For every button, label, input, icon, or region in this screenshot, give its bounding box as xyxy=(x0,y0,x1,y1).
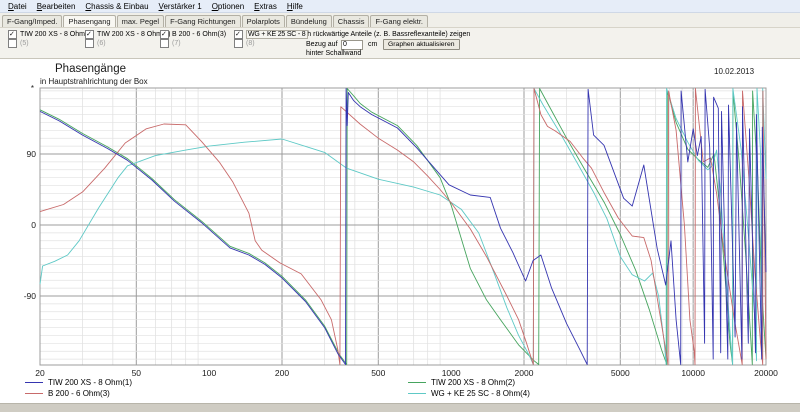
control-panel: auch rückwärtige Anteile (z. B. Bassrefl… xyxy=(0,28,800,59)
chart-title: Phasengänge xyxy=(55,63,126,75)
x-axis-tick-label: 500 xyxy=(371,368,385,378)
chassis-checkbox-group: B 200 - 6 Ohm(3) (7) xyxy=(160,30,226,48)
chassis-checkbox-label: B 200 - 6 Ohm(3) xyxy=(172,31,227,38)
legend-label: WG + KE 25 SC - 8 Ohm(4) xyxy=(431,389,530,398)
menu-item[interactable]: Bearbeiten xyxy=(36,1,76,11)
chassis-checkbox-label: WG + KE 25 SC - 8 Oh xyxy=(246,30,308,39)
y-axis-tick-label: 0 xyxy=(31,220,36,230)
legend-line-swatch xyxy=(25,393,43,394)
x-axis-tick-label: 20 xyxy=(35,368,45,378)
chassis-checkbox[interactable]: TIW 200 XS - 8 Ohm(1) xyxy=(8,30,94,39)
chassis-checkbox[interactable]: TIW 200 XS - 8 Ohm(2) xyxy=(85,30,171,39)
update-graphs-button[interactable]: Graphen aktualisieren xyxy=(383,39,460,50)
x-axis-tick-label: 50 xyxy=(132,368,142,378)
chassis-checkbox-label: TIW 200 XS - 8 Ohm(2) xyxy=(97,31,171,38)
menu-item[interactable]: Chassis & Einbau xyxy=(85,1,149,11)
tab-b-ndelung[interactable]: Bündelung xyxy=(285,15,332,27)
menu-item[interactable]: Datei xyxy=(8,1,27,11)
checkbox-checked-icon[interactable] xyxy=(160,30,169,39)
chassis-checkbox-disabled[interactable]: (7) xyxy=(160,39,226,48)
checkbox-checked-icon[interactable] xyxy=(85,30,94,39)
y-axis-tick-label: 90 xyxy=(27,149,37,159)
x-axis-tick-label: 200 xyxy=(275,368,289,378)
legend-entry: TIW 200 XS - 8 Ohm(1) xyxy=(25,377,132,388)
chart-area: Phasengänge in Hauptstrahlrichtung der B… xyxy=(0,59,800,403)
tab-f-gang-imped-[interactable]: F-Gang/Imped. xyxy=(2,15,63,27)
tab-phasengang[interactable]: Phasengang xyxy=(63,15,116,27)
tab-max-pegel[interactable]: max. Pegel xyxy=(116,15,165,27)
series-b-200-6-ohm-3- xyxy=(39,88,767,365)
legend-label: TIW 200 XS - 8 Ohm(2) xyxy=(431,378,516,387)
phase-plot: 20 50 100 200 500 1000 2000 5000 10000 20000 90 0 -9… xyxy=(24,84,778,378)
menu-item[interactable]: Extras xyxy=(254,1,277,11)
x-axis-tick-label: 20000 xyxy=(754,368,778,378)
chassis-checkbox-group: WG + KE 25 SC - 8 Oh(8) xyxy=(234,30,308,48)
cm-unit-label: cm xyxy=(368,41,378,48)
rear-parts-option-label: auch rückwärtige Anteile (z. B. Bassrefl… xyxy=(296,31,471,38)
x-axis-tick-label: 2000 xyxy=(515,368,534,378)
chassis-checkbox-disabled[interactable]: (5) xyxy=(8,39,94,48)
legend-line-swatch xyxy=(408,393,426,394)
checkbox-unchecked-icon[interactable] xyxy=(160,39,169,48)
x-axis-tick-label: 1000 xyxy=(442,368,461,378)
checkbox-unchecked-icon[interactable] xyxy=(234,39,243,48)
series-wg-ke-25-sc-8-ohm-4- xyxy=(39,88,767,365)
x-axis-tick-label: 100 xyxy=(202,368,216,378)
y-axis-tick-label: -90 xyxy=(24,291,37,301)
menu-bar: Datei Bearbeiten Chassis & Einbau Verstärke… xyxy=(0,0,800,13)
chassis-checkbox-sub-label: (8) xyxy=(246,40,255,47)
chassis-checkbox-group: TIW 200 XS - 8 Ohm(1) (5) xyxy=(8,30,94,48)
menu-item[interactable]: Verstärker 1 xyxy=(158,1,202,11)
bezug-distance-input[interactable] xyxy=(341,40,363,50)
legend-entry: TIW 200 XS - 8 Ohm(2) xyxy=(408,377,530,388)
legend-entry: B 200 - 6 Ohm(3) xyxy=(25,388,132,399)
chart-date: 10.02.2013 xyxy=(714,67,755,76)
menu-item[interactable]: Hilfe xyxy=(286,1,303,11)
behind-baffle-label: hinter Schallwand xyxy=(306,50,362,57)
legend-line-swatch xyxy=(25,382,43,383)
status-strip xyxy=(0,403,800,412)
chassis-checkbox[interactable]: WG + KE 25 SC - 8 Oh xyxy=(234,30,308,39)
legend-label: B 200 - 6 Ohm(3) xyxy=(48,389,110,398)
chart-subtitle: in Hauptstrahlrichtung der Box xyxy=(40,77,148,86)
chassis-checkbox-label: TIW 200 XS - 8 Ohm(1) xyxy=(20,31,94,38)
legend-right-column: TIW 200 XS - 8 Ohm(2) WG + KE 25 SC - 8 O… xyxy=(408,377,530,399)
plot-border xyxy=(39,87,767,366)
y-axis-top-marker: * xyxy=(31,84,34,93)
legend-line-swatch xyxy=(408,382,426,383)
chassis-checkbox-disabled[interactable]: (8) xyxy=(234,39,308,48)
series-tiw-200-xs-8-ohm-2- xyxy=(39,88,767,365)
bezug-auf-label: Bezug auf xyxy=(306,41,338,48)
x-axis-tick-label: 5000 xyxy=(611,368,630,378)
tab-f-gang-elektr-[interactable]: F-Gang elektr. xyxy=(370,15,429,27)
tab-bar: F-Gang/Imped. Phasengang max. Pegel F-Gang … xyxy=(0,13,800,28)
chassis-checkbox[interactable]: B 200 - 6 Ohm(3) xyxy=(160,30,226,39)
legend-label: TIW 200 XS - 8 Ohm(1) xyxy=(48,378,133,387)
checkbox-unchecked-icon[interactable] xyxy=(85,39,94,48)
legend-entry: WG + KE 25 SC - 8 Ohm(4) xyxy=(408,388,530,399)
chassis-checkbox-sub-label: (5) xyxy=(20,40,29,47)
legend-left-column: TIW 200 XS - 8 Ohm(1) B 200 - 6 Ohm(3) xyxy=(25,377,132,399)
checkbox-checked-icon[interactable] xyxy=(8,30,17,39)
tab-polarplots[interactable]: Polarplots xyxy=(241,15,285,27)
chassis-checkbox-group: TIW 200 XS - 8 Ohm(2) (6) xyxy=(85,30,171,48)
series-tiw-200-xs-8-ohm-1- xyxy=(39,88,767,365)
tab-f-gang-richtungen[interactable]: F-Gang Richtungen xyxy=(165,15,241,27)
checkbox-unchecked-icon[interactable] xyxy=(8,39,17,48)
checkbox-checked-icon[interactable] xyxy=(234,30,243,39)
menu-item[interactable]: Optionen xyxy=(211,1,245,11)
chassis-checkbox-sub-label: (7) xyxy=(172,40,181,47)
x-axis-tick-label: 10000 xyxy=(681,368,705,378)
chassis-checkbox-sub-label: (6) xyxy=(97,40,106,47)
tab-chassis[interactable]: Chassis xyxy=(332,15,370,27)
chassis-checkbox-disabled[interactable]: (6) xyxy=(85,39,171,48)
